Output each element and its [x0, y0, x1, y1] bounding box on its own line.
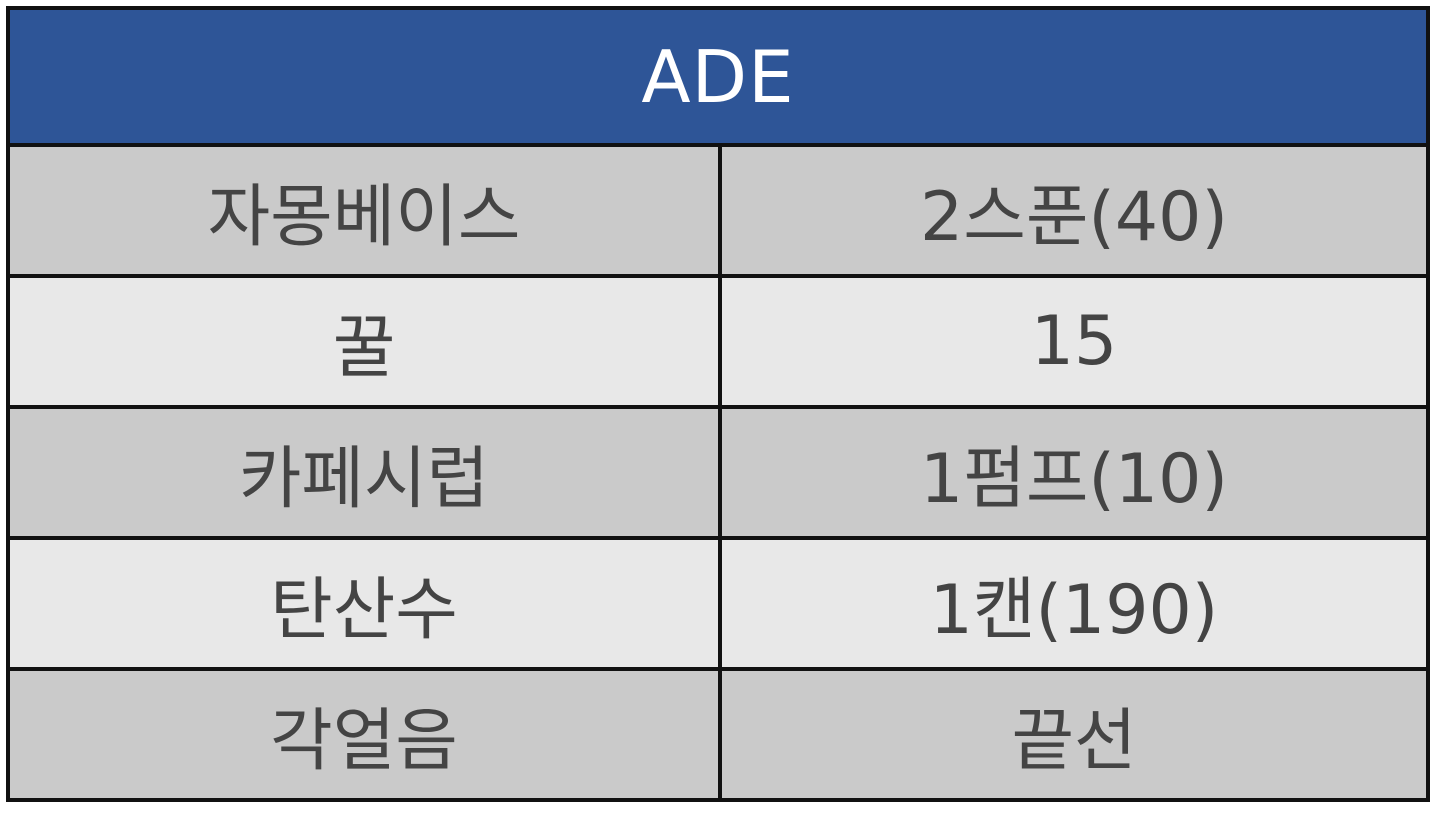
ingredient-cell: 탄산수 — [10, 540, 718, 667]
table-row: 꿀 15 — [10, 278, 1426, 405]
ingredient-cell: 자몽베이스 — [10, 147, 718, 274]
table-row: 카페시럽 1펌프(10) — [10, 409, 1426, 536]
table-title: ADE — [10, 10, 1426, 143]
amount-cell: 15 — [722, 278, 1426, 405]
amount-cell: 1캔(190) — [722, 540, 1426, 667]
amount-cell: 1펌프(10) — [722, 409, 1426, 536]
amount-cell: 끝선 — [722, 671, 1426, 798]
ingredient-cell: 카페시럽 — [10, 409, 718, 536]
ingredient-cell: 꿀 — [10, 278, 718, 405]
table-row: 각얼음 끝선 — [10, 671, 1426, 798]
amount-cell: 2스푼(40) — [722, 147, 1426, 274]
table-row: 탄산수 1캔(190) — [10, 540, 1426, 667]
table-row: 자몽베이스 2스푼(40) — [10, 147, 1426, 274]
recipe-table: ADE 자몽베이스 2스푼(40) 꿀 15 카페시럽 1펌프(10) 탄산수 … — [6, 6, 1430, 802]
ingredient-cell: 각얼음 — [10, 671, 718, 798]
